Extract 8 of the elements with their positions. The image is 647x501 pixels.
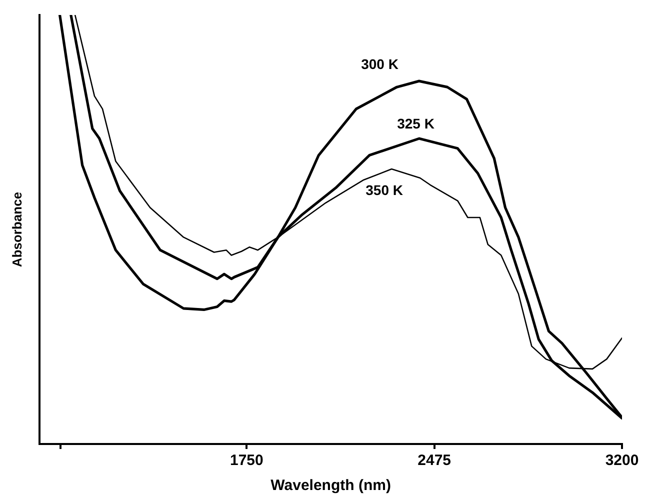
x-tick-label: 1750	[230, 452, 264, 470]
series-label: 350 K	[366, 182, 403, 198]
x-tick-label: 2475	[418, 452, 452, 470]
x-tick-label: 3200	[605, 452, 639, 470]
series-label: 325 K	[397, 115, 434, 132]
y-axis-title: Absorbance	[9, 192, 24, 268]
series-label: 300 K	[361, 56, 398, 72]
x-axis-title: Wavelength (nm)	[270, 477, 391, 494]
